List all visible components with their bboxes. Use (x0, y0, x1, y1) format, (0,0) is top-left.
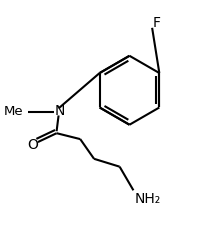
Text: F: F (153, 16, 161, 30)
Text: NH₂: NH₂ (134, 192, 161, 206)
Text: O: O (27, 138, 38, 152)
Text: Me: Me (4, 105, 23, 118)
Text: N: N (54, 104, 65, 118)
